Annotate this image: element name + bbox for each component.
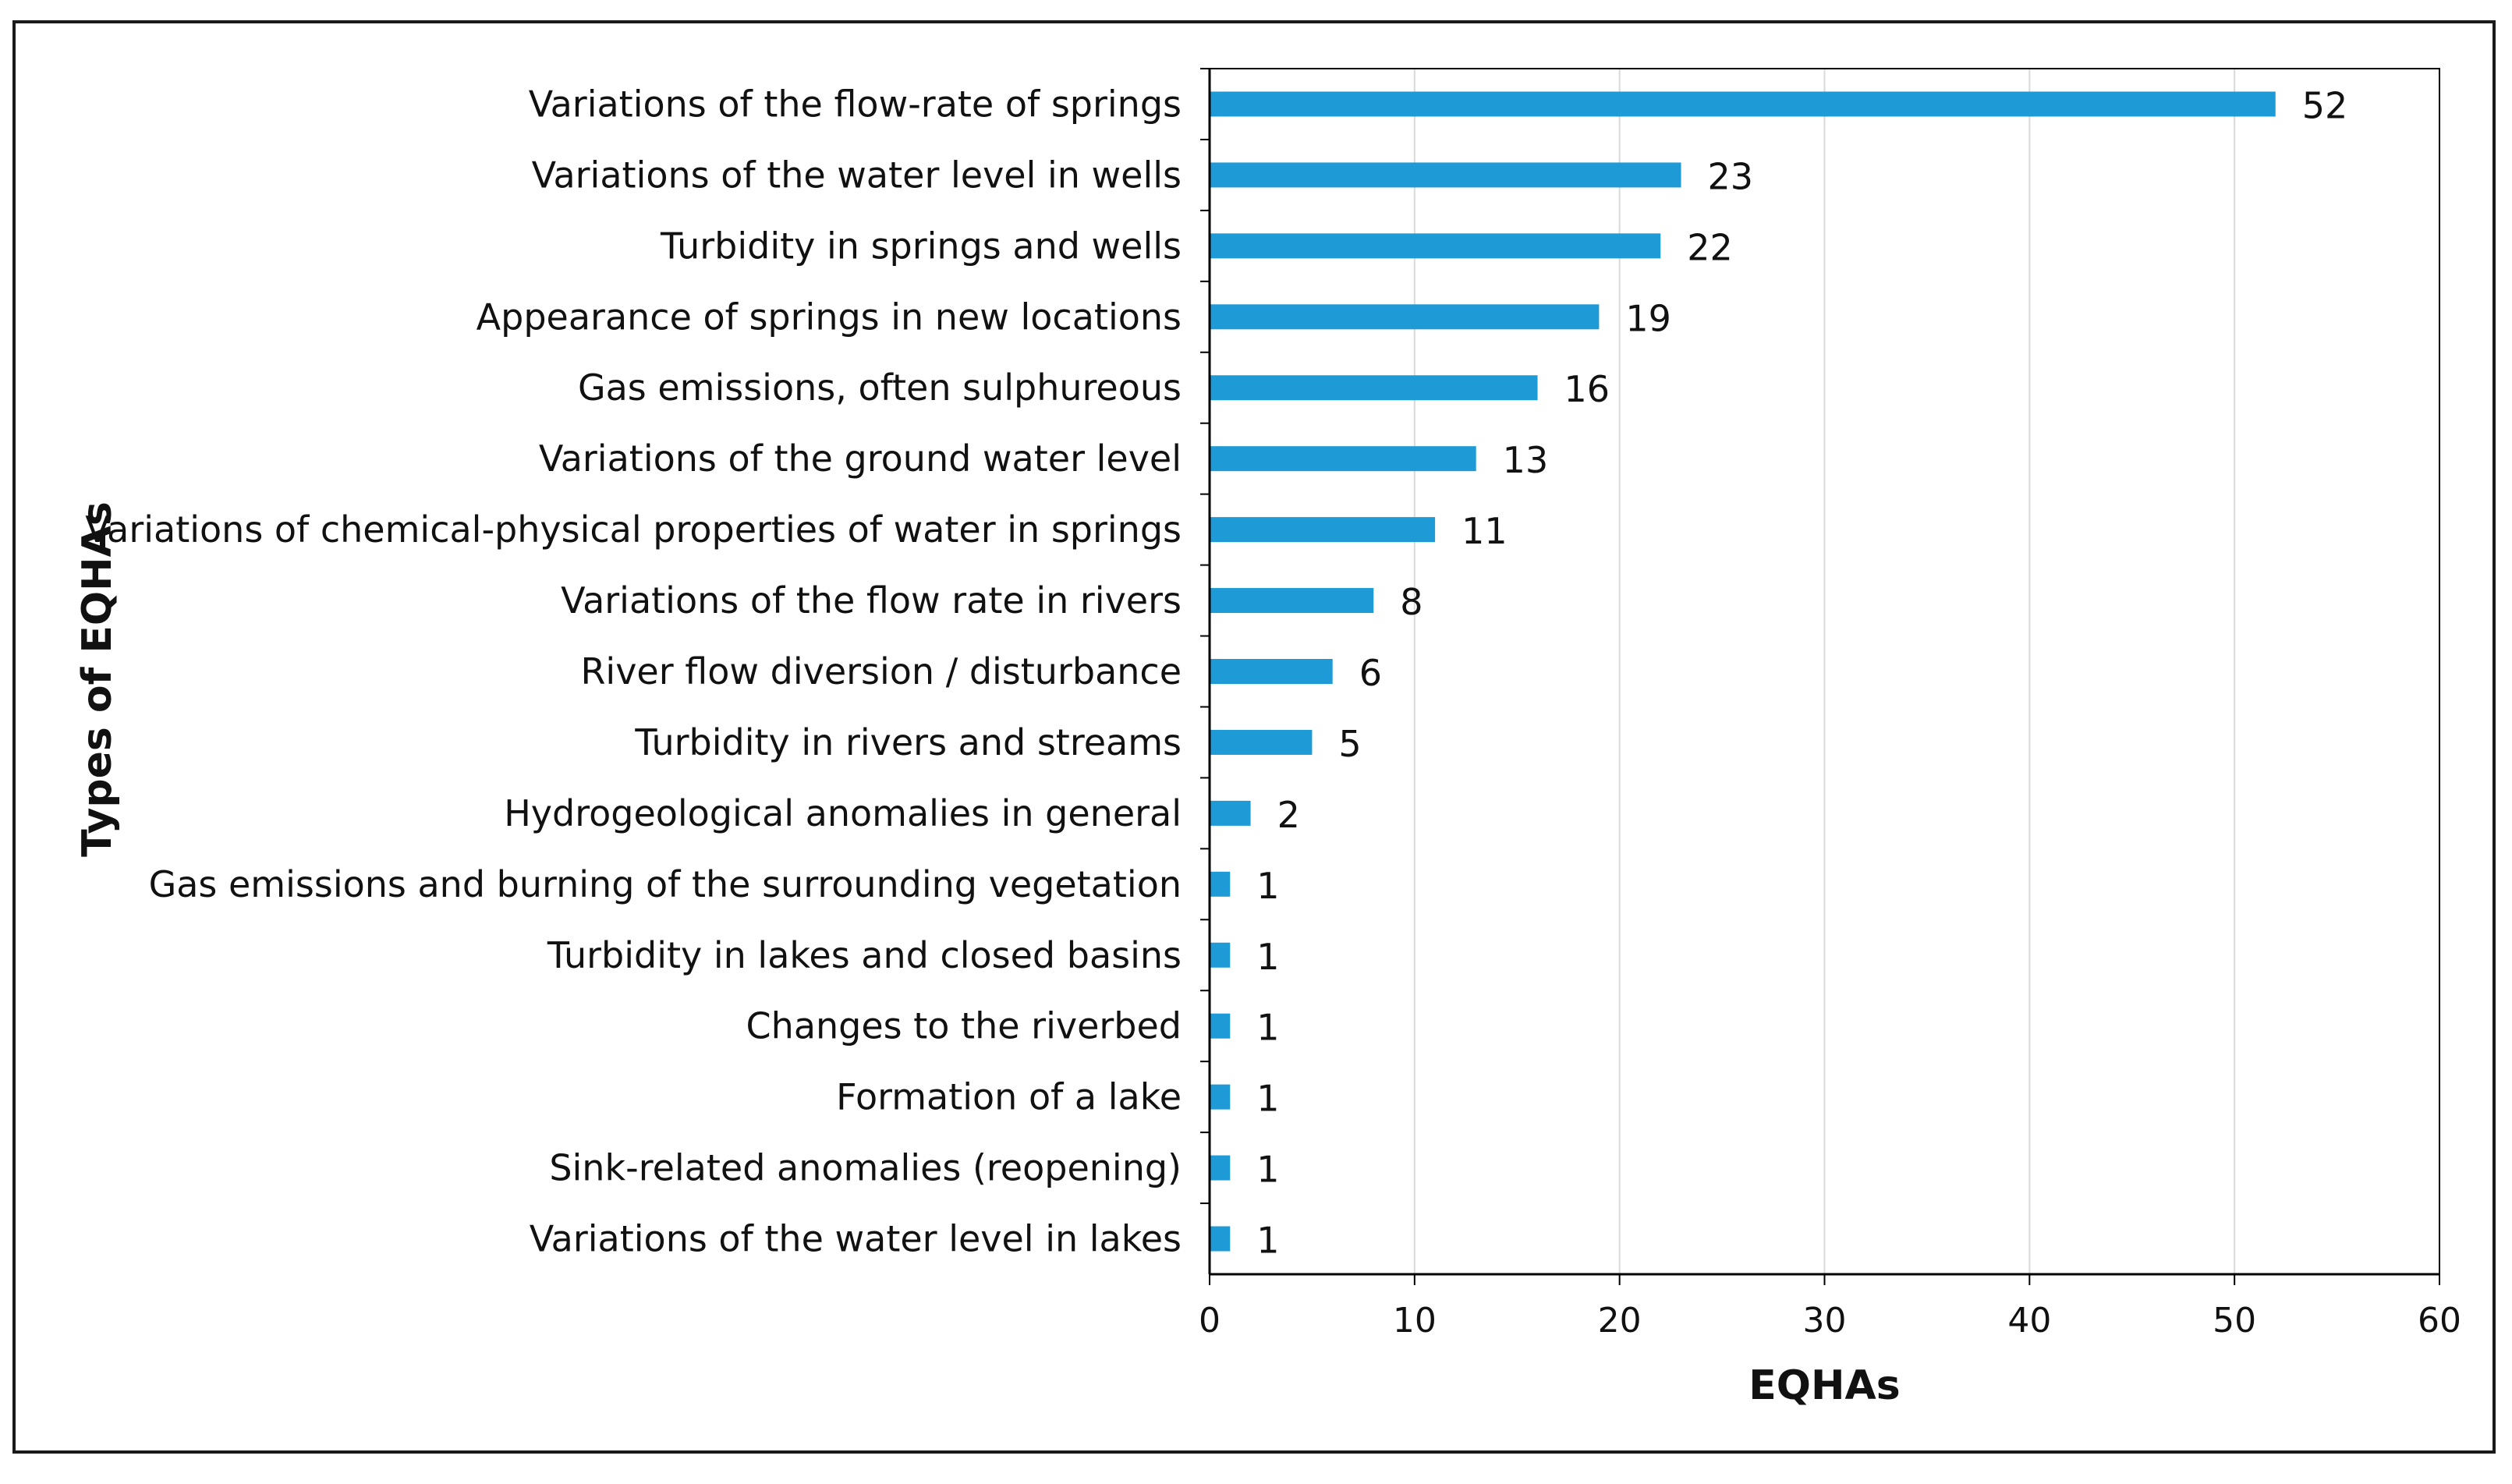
axes: [1200, 68, 2440, 1285]
x-tick-label: 10: [1393, 1301, 1437, 1341]
x-tick-labels: 0 10 20 30 40 50 60: [1199, 1301, 2461, 1341]
bar: [1210, 1084, 1231, 1110]
category-label: Formation of a lake: [836, 1076, 1182, 1118]
data-label: 13: [1503, 439, 1549, 481]
x-tick-label: 50: [2213, 1301, 2256, 1341]
category-label: Hydrogeological anomalies in general: [504, 792, 1182, 834]
data-label: 52: [2302, 84, 2348, 126]
category-label: Variations of the water level in wells: [532, 154, 1182, 196]
category-label: Turbidity in lakes and closed basins: [547, 934, 1182, 976]
data-label: 16: [1564, 368, 1610, 410]
x-tick-label: 40: [2007, 1301, 2051, 1341]
category-label: Changes to the riverbed: [746, 1005, 1182, 1047]
bar: [1210, 375, 1538, 401]
category-label: Gas emissions, often sulphureous: [578, 367, 1182, 409]
bar: [1210, 233, 1661, 259]
data-label: 1: [1256, 1220, 1279, 1262]
x-tick-label: 60: [2418, 1301, 2461, 1341]
category-label: Appearance of springs in new locations: [477, 296, 1182, 338]
data-label: 6: [1359, 652, 1382, 694]
category-label: Variations of the ground water level: [539, 437, 1182, 480]
x-tick-label: 0: [1199, 1301, 1221, 1341]
bar: [1210, 517, 1436, 543]
category-label: Variations of the flow rate in rivers: [561, 579, 1182, 622]
x-axis-title: EQHAs: [1748, 1362, 1900, 1409]
category-label: Variations of the water level in lakes: [530, 1218, 1182, 1260]
data-label: 23: [1708, 155, 1754, 197]
bar-chart: Variations of the flow-rate of springs Va…: [74, 68, 2461, 1409]
category-label: Turbidity in rivers and streams: [634, 721, 1182, 763]
bar: [1210, 162, 1681, 188]
data-label: 1: [1256, 865, 1279, 907]
data-label: 1: [1256, 1007, 1279, 1049]
bar: [1210, 446, 1476, 472]
data-label: 5: [1338, 723, 1361, 765]
data-label: 1: [1256, 936, 1279, 978]
bar: [1210, 1013, 1231, 1039]
bars: [1210, 91, 2276, 1252]
data-label: 2: [1277, 794, 1300, 836]
data-label: 1: [1256, 1149, 1279, 1191]
data-label: 1: [1256, 1078, 1279, 1120]
bar: [1210, 1155, 1231, 1181]
category-labels: Variations of the flow-rate of springs Va…: [85, 83, 1182, 1259]
x-tick-label: 30: [1803, 1301, 1847, 1341]
data-label: 22: [1687, 226, 1733, 268]
data-label: 19: [1625, 297, 1671, 339]
category-label: Variations of chemical-physical properti…: [85, 508, 1182, 551]
data-label: 11: [1461, 510, 1508, 552]
y-axis-title: Types of EQHAs: [74, 501, 121, 857]
category-label: Gas emissions and burning of the surroun…: [149, 863, 1182, 905]
bar: [1210, 800, 1251, 826]
bar: [1210, 304, 1600, 330]
category-label: Turbidity in springs and wells: [660, 225, 1182, 267]
bar: [1210, 942, 1231, 968]
data-label: 8: [1400, 581, 1423, 623]
bar: [1210, 91, 2276, 117]
category-label: Variations of the flow-rate of springs: [529, 83, 1182, 125]
bar: [1210, 1226, 1231, 1252]
bar: [1210, 588, 1374, 614]
category-label: Sink-related anomalies (reopening): [549, 1147, 1182, 1189]
x-tick-label: 20: [1598, 1301, 1642, 1341]
bar: [1210, 729, 1313, 755]
bar: [1210, 659, 1333, 684]
bar: [1210, 871, 1231, 897]
category-label: River flow diversion / disturbance: [580, 650, 1182, 692]
chart-frame: Variations of the flow-rate of springs Va…: [12, 20, 2496, 1454]
